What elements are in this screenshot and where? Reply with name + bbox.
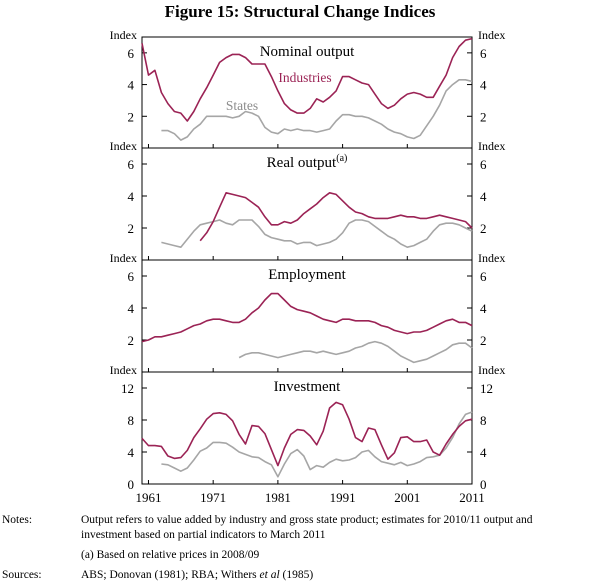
y-tick-label-right: 4: [480, 445, 487, 460]
series-line-industries: [141, 401, 473, 467]
y-tick-label-left: 12: [121, 381, 134, 396]
panel-title: Real output(a): [267, 153, 348, 171]
y-tick-label-left: 2: [128, 109, 135, 124]
panel-title: Nominal output: [260, 44, 355, 60]
series-line-states: [161, 411, 473, 478]
y-tick-label-right: 2: [480, 221, 487, 236]
x-tick-label: 2011: [459, 490, 485, 505]
x-tick-label: 1981: [265, 490, 291, 505]
y-tick-label-right: 4: [480, 78, 487, 93]
series-line-states: [161, 79, 473, 141]
y-axis-label-left: Index: [110, 139, 137, 153]
series-label-states: States: [226, 98, 258, 113]
series-label-industries: Industries: [278, 70, 331, 85]
y-axis-label-right: Index: [478, 363, 505, 377]
panel-frame: [141, 371, 473, 485]
y-axis-label-left: Index: [110, 363, 137, 377]
notes-line-1: Output refers to value added by industry…: [81, 514, 533, 526]
y-tick-label-left: 6: [128, 157, 135, 172]
y-axis-label-right: Index: [478, 251, 505, 265]
y-tick-label-right: 4: [480, 189, 487, 204]
y-tick-label-left: 6: [128, 46, 135, 61]
notes-line-2: investment based on partial indicators t…: [81, 529, 326, 541]
panel-title: Investment: [274, 379, 341, 395]
figure-title: Figure 15: Structural Change Indices: [164, 2, 436, 21]
x-tick-label: 1991: [330, 490, 356, 505]
panel-title-superscript: (a): [336, 153, 347, 164]
sources-text-italic: et al: [259, 569, 280, 581]
series-line-states: [238, 340, 473, 364]
y-axis-label-left: Index: [110, 28, 137, 42]
y-tick-label-right: 8: [480, 413, 487, 428]
sources-text-post: (1985): [279, 569, 314, 581]
panel-4: [141, 371, 473, 485]
y-tick-label-left: 4: [128, 78, 135, 93]
chart-area: 2 2 4 4 6 6 Index Index Nominal output Industries…: [110, 28, 506, 505]
y-axis-label-right: Index: [478, 28, 505, 42]
panel-1: [141, 36, 473, 149]
sources-label: Sources:: [2, 569, 42, 581]
sources-text-pre: ABS; Donovan (1981); RBA; Withers: [81, 569, 260, 581]
y-tick-label-right: 4: [480, 301, 487, 316]
x-tick-label: 1961: [135, 490, 161, 505]
series-line-industries: [199, 192, 473, 242]
notes-label: Notes:: [2, 514, 33, 526]
y-tick-label-right: 6: [480, 46, 487, 61]
x-tick-label: 1971: [200, 490, 226, 505]
series-line-states: [161, 219, 473, 248]
y-tick-label-right: 2: [480, 333, 487, 348]
y-axis-label-right: Index: [478, 139, 505, 153]
series-line-industries: [141, 292, 473, 343]
sources-text: ABS; Donovan (1981); RBA; Withers et al …: [81, 568, 598, 583]
y-tick-label-left: 8: [128, 413, 135, 428]
y-tick-label-right: 6: [480, 269, 487, 284]
panel-title: Employment: [268, 267, 346, 283]
y-tick-label-right: 2: [480, 109, 487, 124]
y-tick-label-left: 0: [128, 477, 135, 492]
y-tick-label-left: 2: [128, 333, 135, 348]
y-tick-label-right: 6: [480, 157, 487, 172]
y-tick-label-right: 12: [480, 381, 493, 396]
y-tick-label-left: 4: [128, 445, 135, 460]
y-tick-label-left: 2: [128, 221, 135, 236]
y-tick-label-left: 4: [128, 189, 135, 204]
y-axis-label-left: Index: [110, 251, 137, 265]
y-tick-label-left: 6: [128, 269, 135, 284]
series-line-industries: [141, 37, 473, 122]
y-tick-label-right: 0: [480, 477, 487, 492]
footnote-a: (a) Based on relative prices in 2008/09: [81, 549, 260, 561]
y-tick-label-left: 4: [128, 301, 135, 316]
x-tick-label: 2001: [394, 490, 420, 505]
